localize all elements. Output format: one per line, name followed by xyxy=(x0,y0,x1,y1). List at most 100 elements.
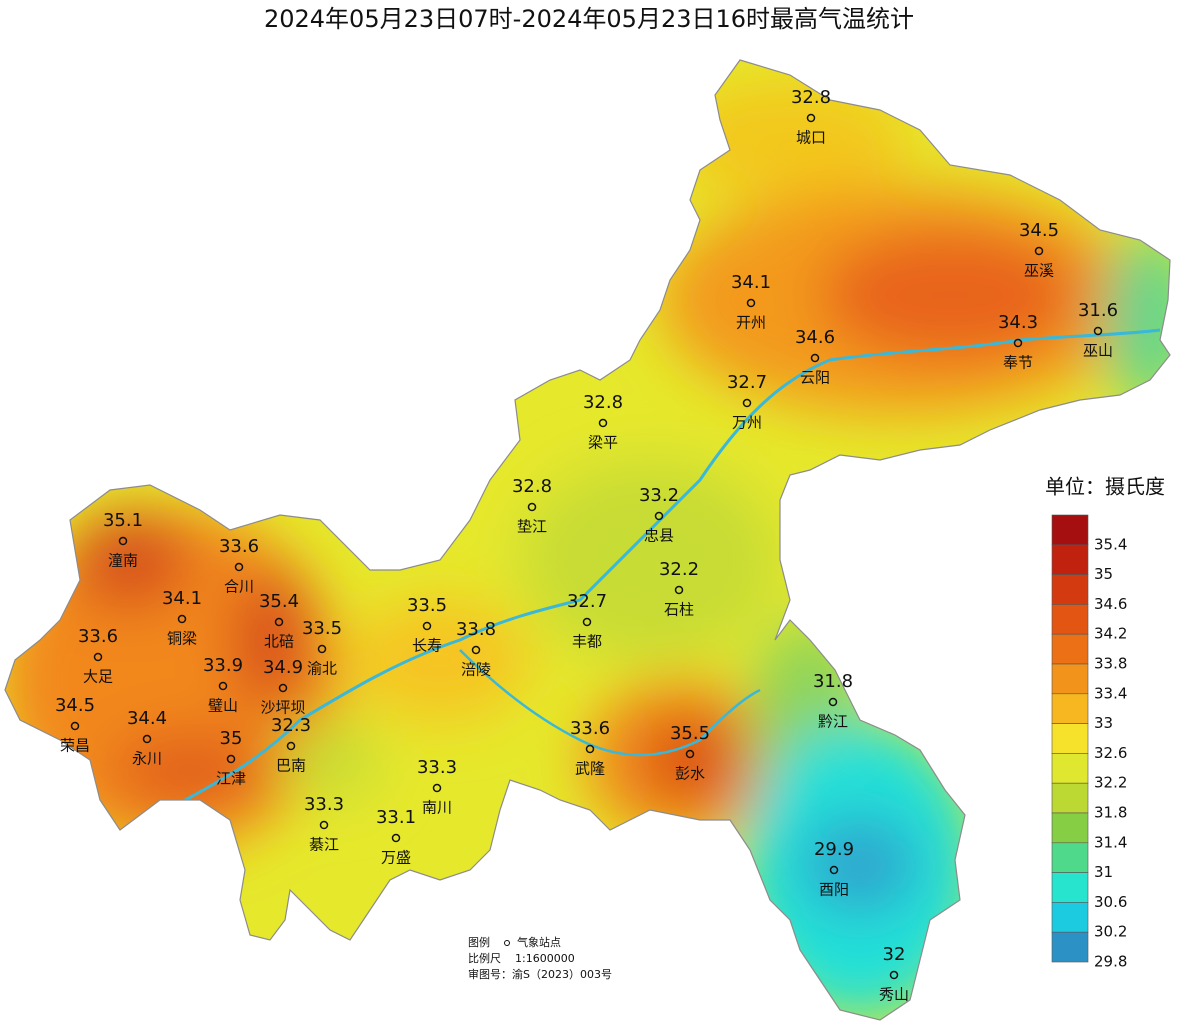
station-value: 33.6 xyxy=(78,626,118,647)
station-name: 南川 xyxy=(422,799,452,817)
station-marker xyxy=(286,741,296,751)
station-name: 渝北 xyxy=(307,660,337,678)
station-name: 綦江 xyxy=(309,836,339,854)
station-marker xyxy=(1034,246,1044,256)
station-marker xyxy=(142,734,152,744)
station-marker xyxy=(685,749,695,759)
station-name: 璧山 xyxy=(208,697,238,715)
legend-label: 30.2 xyxy=(1094,923,1127,941)
station-name: 彭水 xyxy=(675,765,705,783)
legend-label: 31.8 xyxy=(1094,804,1127,822)
station-marker xyxy=(391,833,401,843)
station-name: 丰都 xyxy=(572,633,602,651)
legend-label: 32.6 xyxy=(1094,744,1127,762)
station-value: 33.3 xyxy=(304,794,344,815)
station-value: 34.9 xyxy=(263,657,303,678)
station-value: 34.4 xyxy=(127,708,167,729)
station-marker xyxy=(889,970,899,980)
station-marker xyxy=(674,585,684,595)
station-value: 29.9 xyxy=(814,839,854,860)
station-name: 巫溪 xyxy=(1024,262,1054,280)
station-value: 35.1 xyxy=(103,510,143,531)
legend-label: 30.6 xyxy=(1094,893,1127,911)
station-value: 33.5 xyxy=(407,595,447,616)
legend-swatch xyxy=(1051,514,1089,546)
station-name: 巴南 xyxy=(276,757,306,775)
station-value: 34.5 xyxy=(55,695,95,716)
station-value: 34.3 xyxy=(998,312,1038,333)
station-marker xyxy=(93,652,103,662)
legend-label: 35 xyxy=(1094,565,1113,583)
station-name: 北碚 xyxy=(264,633,294,651)
legend-swatch xyxy=(1051,574,1089,605)
station-name: 合川 xyxy=(224,578,254,596)
station-name: 万州 xyxy=(732,414,762,432)
station-marker xyxy=(226,754,236,764)
legend-label: 35.4 xyxy=(1094,535,1127,553)
station-marker xyxy=(598,418,608,428)
station-marker xyxy=(177,614,187,624)
legend-label: 34.6 xyxy=(1094,595,1127,613)
station-name: 垫江 xyxy=(517,518,547,536)
legend-label: 34.2 xyxy=(1094,625,1127,643)
station-name: 永川 xyxy=(132,750,162,768)
station-marker xyxy=(1013,338,1023,348)
legend-swatch xyxy=(1051,544,1089,575)
station-marker xyxy=(432,783,442,793)
legend-swatch xyxy=(1051,902,1089,933)
legend-label: 33.8 xyxy=(1094,655,1127,673)
station-name: 云阳 xyxy=(800,369,830,387)
station-marker xyxy=(746,298,756,308)
scale-label: 比例尺 xyxy=(468,951,501,965)
legend-swatch xyxy=(1051,812,1089,844)
station-marker xyxy=(471,645,481,655)
station-marker xyxy=(319,820,329,830)
legend-swatch xyxy=(1051,842,1089,873)
station-value: 33.2 xyxy=(639,485,679,506)
station-name: 大足 xyxy=(83,668,113,686)
station-value: 33.8 xyxy=(456,619,496,640)
station-value: 32.8 xyxy=(512,476,552,497)
legend-swatch xyxy=(1051,723,1089,754)
legend-swatch xyxy=(1051,633,1089,665)
station-value: 34.6 xyxy=(795,327,835,348)
station-name: 江津 xyxy=(216,770,246,788)
legend-swatch xyxy=(1051,782,1089,814)
station-value: 31.8 xyxy=(813,671,853,692)
station-marker xyxy=(218,681,228,691)
station-marker xyxy=(742,398,752,408)
station-marker xyxy=(70,721,80,731)
station-value: 33.6 xyxy=(570,718,610,739)
station-marker xyxy=(118,536,128,546)
station-name: 秀山 xyxy=(879,986,909,1004)
legend-swatch xyxy=(1051,753,1089,784)
legend-title: 单位：摄氏度 xyxy=(1045,475,1165,499)
station-value: 35.5 xyxy=(670,723,710,744)
station-name: 沙坪坝 xyxy=(260,699,305,717)
station-value: 32.3 xyxy=(271,715,311,736)
station-marker xyxy=(829,865,839,875)
station-value: 32.8 xyxy=(791,87,831,108)
station-name: 开州 xyxy=(736,314,766,332)
station-marker xyxy=(274,617,284,627)
station-value: 33.6 xyxy=(219,536,259,557)
station-marker xyxy=(422,621,432,631)
legend-swatch xyxy=(1051,693,1089,724)
station-marker xyxy=(234,562,244,572)
legend-label: 31.4 xyxy=(1094,833,1127,851)
station-marker xyxy=(582,617,592,627)
station-value: 32.8 xyxy=(583,392,623,413)
station-name: 黔江 xyxy=(818,713,848,731)
legend-label: 33.4 xyxy=(1094,684,1127,702)
station-name: 奉节 xyxy=(1003,354,1033,372)
station-marker xyxy=(1093,326,1103,336)
station-marker xyxy=(828,697,838,707)
station-value: 33.5 xyxy=(302,618,342,639)
legend-label: 图例 xyxy=(468,935,490,949)
title: 2024年05月23日07时-2024年05月23日16时最高气温统计 xyxy=(264,5,914,33)
station-value: 34.1 xyxy=(731,272,771,293)
station-name: 梁平 xyxy=(588,434,618,452)
station-marker xyxy=(810,353,820,363)
